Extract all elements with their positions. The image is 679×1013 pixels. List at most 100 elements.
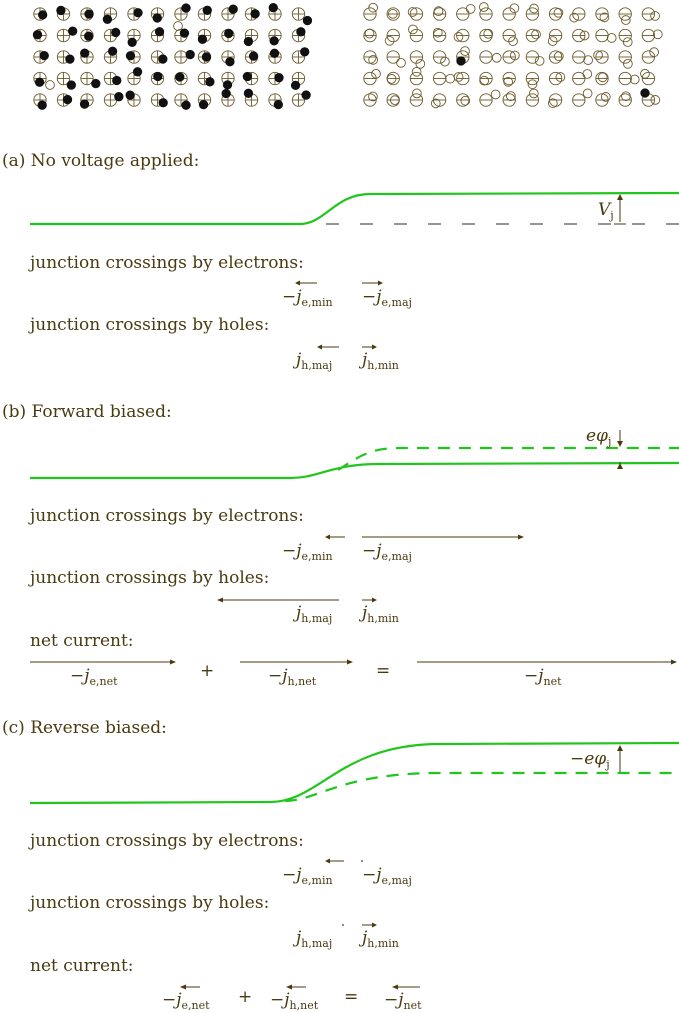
hole-circle (623, 59, 633, 69)
svg-text:−jh,net: −jh,net (268, 666, 317, 688)
electron-dot (66, 80, 76, 90)
hole-circle (411, 66, 422, 77)
panel-c-e-maj: −je,maj (361, 860, 412, 887)
hole-circle (593, 50, 603, 61)
electron-dot (34, 77, 45, 87)
hole-circle (386, 74, 397, 84)
electron-dot (153, 71, 163, 82)
donor-ion (479, 7, 493, 21)
electron-dot (250, 9, 260, 19)
svg-text:−jnet: −jnet (524, 666, 562, 688)
electron-dot (181, 3, 191, 13)
hole-circle (640, 68, 650, 79)
donor-ion (572, 28, 586, 43)
donor-ion (618, 28, 632, 43)
svg-text:jh,maj: jh,maj (292, 603, 332, 625)
minority-hole (45, 80, 55, 90)
svg-text:jh,maj: jh,maj (292, 350, 332, 372)
hole-circle (453, 72, 464, 82)
hole-circle (649, 47, 659, 58)
hole-circle (364, 28, 375, 39)
acceptor-ion (80, 71, 94, 86)
electron-dot (32, 30, 43, 40)
electron-dot (65, 54, 75, 64)
panel-c-h-maj: jh,maj (292, 924, 344, 950)
donor-ion (595, 28, 609, 43)
donor-ion (409, 93, 424, 107)
hole-circle (509, 50, 520, 61)
panel-b-equilibrium-band (337, 446, 679, 471)
panel-c-equals: = (344, 987, 358, 1007)
hole-circle (582, 69, 593, 79)
donor-ion (572, 50, 586, 64)
donor-ion (572, 71, 586, 86)
hole-circle (368, 2, 378, 13)
svg-text:−je,maj: −je,maj (362, 287, 412, 309)
donor-ion (502, 50, 516, 64)
panel-b-e-min: −je,min (282, 534, 345, 563)
panel-a-h-min: jh,min (358, 344, 399, 372)
hole-circle (527, 79, 538, 90)
electron-dot (91, 78, 101, 89)
donor-ion (432, 93, 447, 107)
donor-ion (548, 71, 563, 86)
panel-c-h-net: −jh,net (270, 984, 319, 1012)
electron-dot (224, 28, 234, 39)
panel-b-h-net: −jh,net (240, 659, 353, 688)
donor-ion (595, 7, 609, 21)
electron-dot (62, 94, 73, 105)
hole-circle (483, 28, 494, 39)
donor-ion (525, 50, 540, 64)
electron-dot (222, 80, 233, 90)
hole-circle (440, 56, 450, 67)
panel-b-e-net: −je,net (30, 659, 176, 688)
hole-circle (652, 29, 663, 40)
panel-c-equilibrium-band (284, 771, 679, 803)
donor-ion (548, 7, 563, 21)
donor-ion (548, 50, 563, 64)
svg-text:−je,net: −je,net (162, 990, 210, 1012)
panel-a-step-label: Vj (598, 200, 614, 222)
hole-circle (579, 30, 590, 41)
electron-dot (37, 100, 47, 110)
panel-a-step-marker (614, 194, 626, 225)
electron-dot (175, 72, 185, 82)
hole-circle (430, 98, 441, 109)
svg-text:−jnet: −jnet (384, 990, 422, 1012)
hole-circle (479, 75, 489, 86)
svg-text:jh,maj: jh,maj (292, 928, 332, 950)
hole-circle (555, 72, 566, 82)
hole-circle (408, 24, 418, 35)
electron-dot (125, 51, 136, 61)
electron-dot (274, 73, 284, 83)
electron-dot (56, 5, 66, 16)
electron-dot (302, 15, 313, 26)
hole-circle (629, 74, 640, 85)
svg-text:−je,min: −je,min (282, 287, 333, 309)
hole-circle (621, 91, 631, 102)
electron-dot (181, 100, 191, 110)
donor-ion (525, 7, 540, 21)
hole-circle (415, 59, 426, 69)
panel-a: (a) No voltage applied: Vj junction cros… (2, 151, 679, 372)
svg-text:−je,min: −je,min (282, 865, 333, 887)
electron-dot (242, 71, 253, 82)
donor-ion (572, 93, 586, 107)
hole-circle (465, 4, 476, 14)
hole-circle (432, 27, 443, 38)
hole-circle (412, 88, 422, 99)
electron-dot (185, 49, 195, 60)
electron-dot (102, 14, 113, 24)
donor-ion (479, 28, 493, 43)
panel-b-net: −jnet (417, 659, 677, 688)
hole-circle (582, 88, 593, 99)
hole-circle (407, 7, 418, 17)
electron-dot (301, 90, 311, 100)
electron-dot (127, 37, 137, 47)
acceptor-ion (174, 7, 188, 21)
hole-circle (491, 52, 502, 63)
electron-dot (84, 31, 94, 41)
donor-ion (363, 71, 377, 86)
hole-circle (490, 89, 501, 100)
hole-circle (433, 6, 444, 16)
